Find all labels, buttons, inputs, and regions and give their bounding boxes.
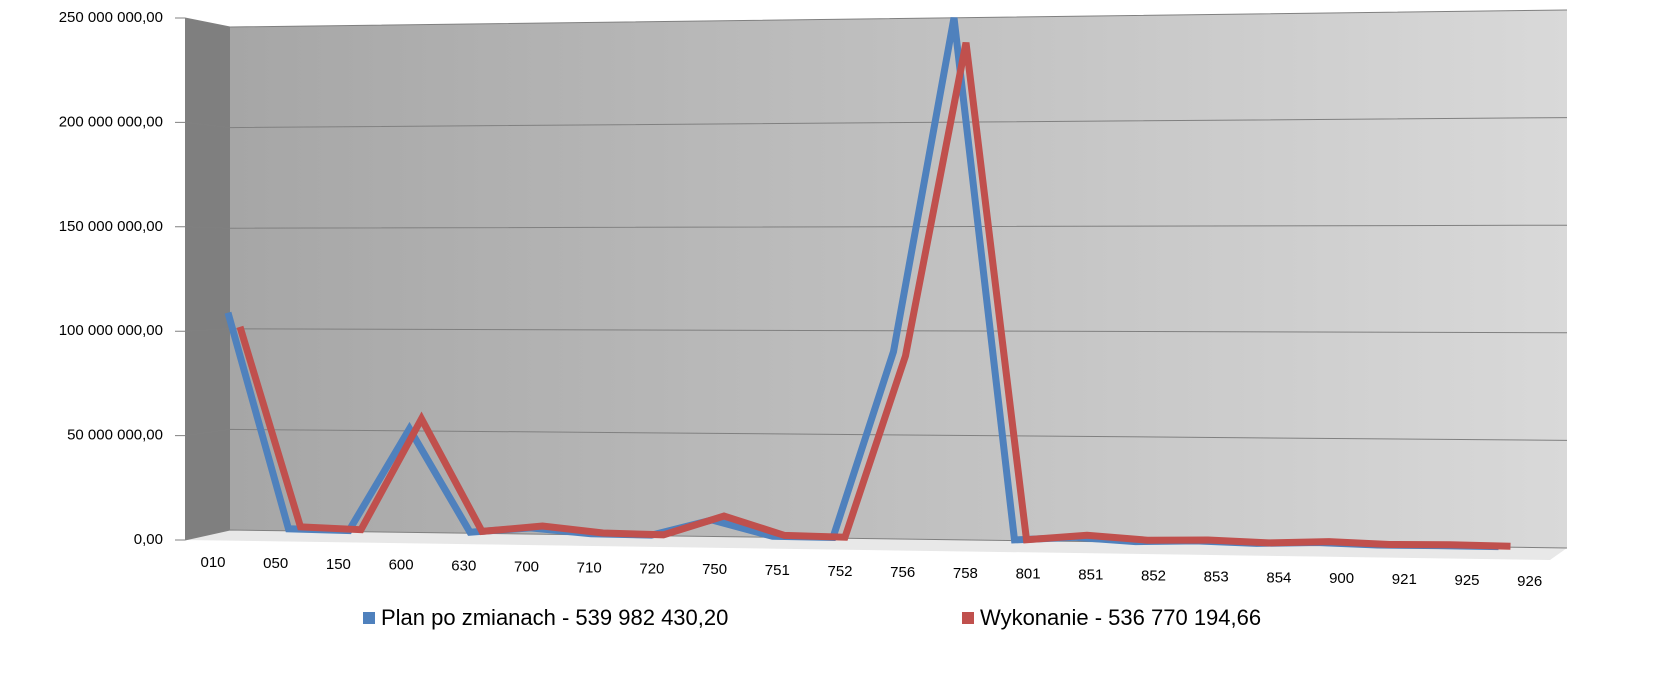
x-tick-label: 600 (389, 557, 414, 574)
x-tick-label: 926 (1517, 573, 1542, 590)
grid-line (175, 117, 1568, 129)
x-tick-label: 050 (263, 555, 288, 572)
grid-line (175, 224, 1568, 229)
legend-label: Plan po zmianach - 539 982 430,20 (381, 605, 728, 630)
legend-swatch (962, 612, 974, 624)
x-tick-label: 630 (451, 558, 476, 575)
y-tick-label: 0,00 (134, 531, 163, 548)
y-tick-label: 50 000 000,00 (67, 427, 163, 444)
grid-line (175, 529, 1568, 549)
x-tick-label: 752 (827, 563, 852, 580)
y-tick-label: 200 000 000,00 (59, 113, 163, 130)
x-tick-label: 150 (326, 556, 351, 573)
x-tick-label: 758 (953, 565, 978, 582)
y-tick-label: 250 000 000,00 (59, 9, 163, 26)
series-line (236, 42, 1511, 550)
y-tick-label: 150 000 000,00 (59, 218, 163, 235)
x-tick-label: 700 (514, 558, 539, 575)
x-tick-label: 851 (1078, 567, 1103, 584)
x-tick-label: 900 (1329, 570, 1354, 587)
x-tick-label: 925 (1454, 572, 1479, 589)
x-tick-label: 720 (639, 560, 664, 577)
x-tick-label: 750 (702, 561, 727, 578)
x-tick-label: 710 (577, 559, 602, 576)
floor (185, 530, 1567, 560)
x-tick-label: 756 (890, 564, 915, 581)
x-tick-label: 801 (1016, 566, 1041, 583)
y-tick-label: 100 000 000,00 (59, 322, 163, 339)
x-tick-label: 852 (1141, 567, 1166, 584)
legend-label: Wykonanie - 536 770 194,66 (980, 605, 1261, 630)
x-tick-label: 853 (1204, 568, 1229, 585)
legend-swatch (363, 612, 375, 624)
grid-line (175, 9, 1568, 28)
x-tick-label: 751 (765, 562, 790, 579)
x-tick-label: 921 (1392, 571, 1417, 588)
grid-line (175, 428, 1568, 441)
back-wall (230, 10, 1567, 548)
x-tick-label: 010 (200, 554, 225, 571)
side-wall (185, 18, 230, 540)
x-tick-label: 854 (1266, 569, 1291, 586)
